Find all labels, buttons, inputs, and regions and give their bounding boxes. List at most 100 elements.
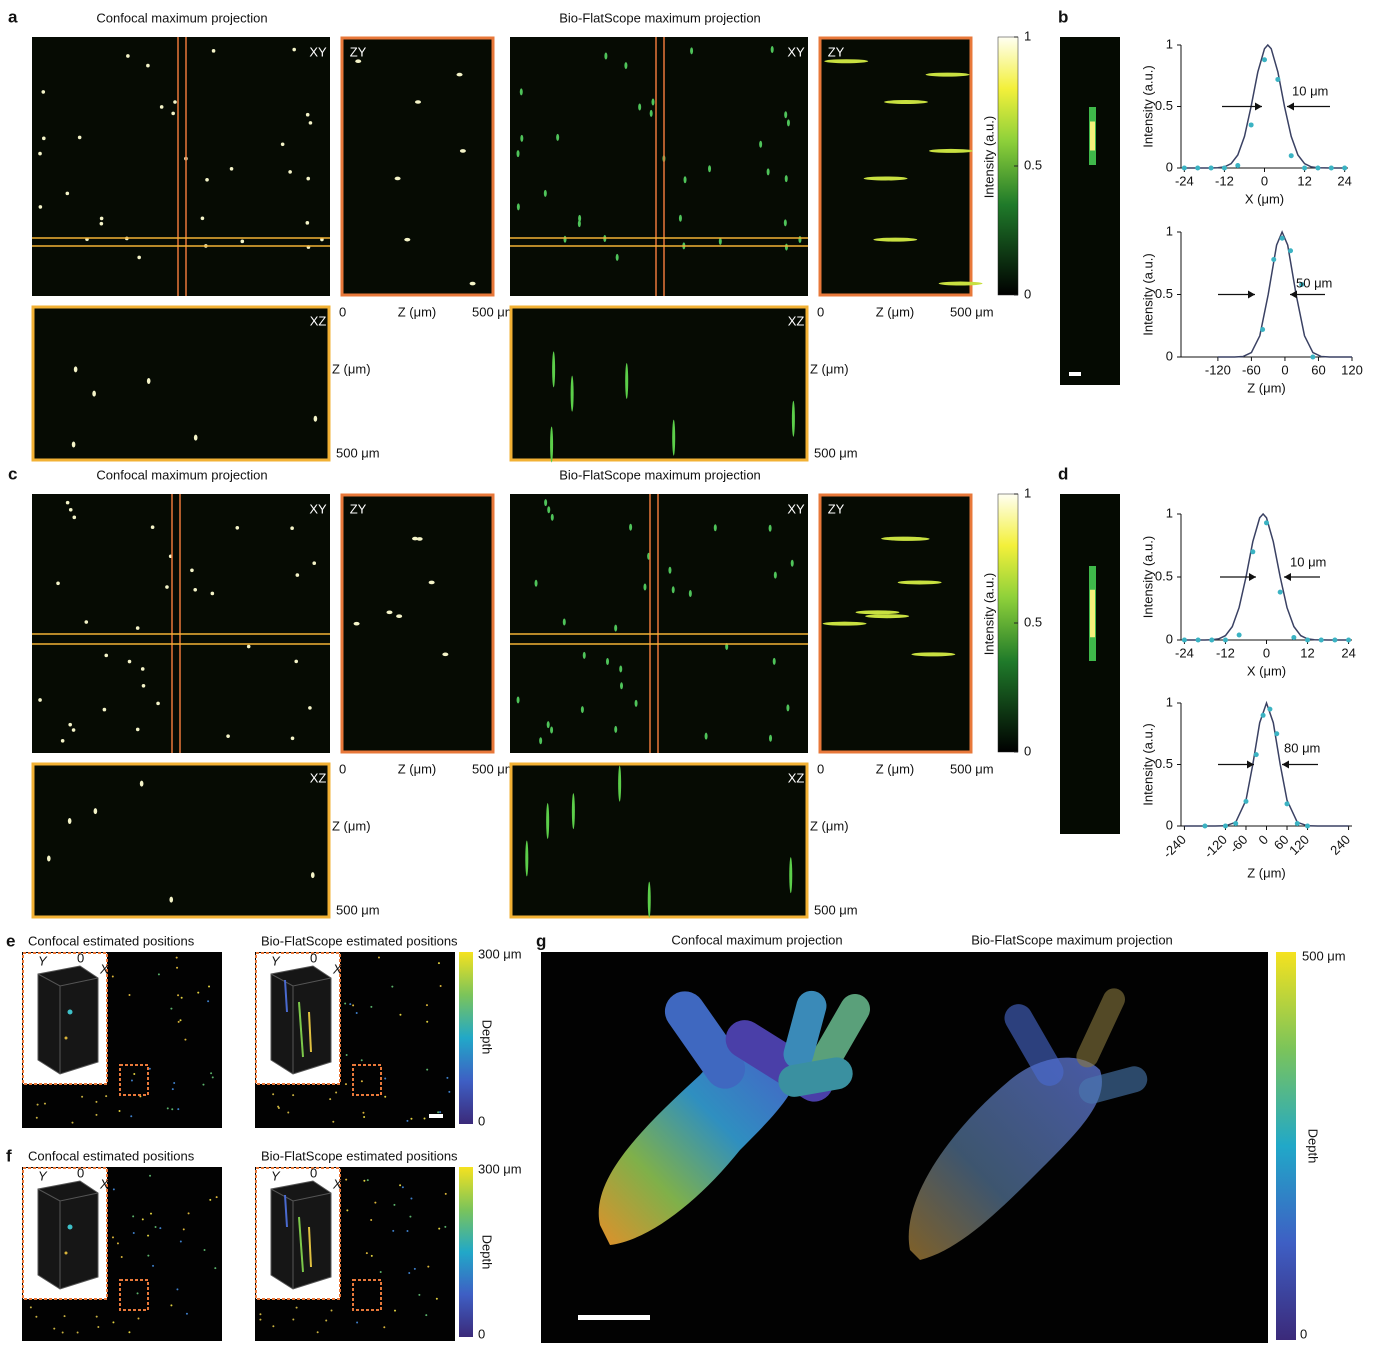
bead — [142, 684, 146, 688]
position-dot — [363, 1116, 365, 1118]
position-dot — [197, 992, 199, 994]
position-dot — [105, 1095, 107, 1097]
position-dot — [426, 1069, 428, 1071]
bead — [705, 733, 708, 740]
fit-curve — [1184, 514, 1348, 640]
y-tick-label: 0.5 — [1155, 98, 1173, 113]
bead — [294, 660, 298, 664]
bead — [771, 46, 774, 53]
position-dot — [44, 1103, 46, 1105]
panel-title: Bio-FlatScope estimated positions — [261, 933, 458, 948]
scale-bar — [1069, 372, 1081, 376]
data-point — [1209, 638, 1214, 643]
position-dot — [410, 1118, 412, 1120]
arrow-head — [1249, 573, 1256, 581]
position-dot — [113, 1188, 115, 1190]
position-dot — [188, 1212, 190, 1214]
inset-dot — [68, 1010, 73, 1015]
position-dot — [133, 1232, 135, 1234]
position-dot — [137, 1292, 139, 1294]
position-dot — [178, 1021, 180, 1023]
colorbar-label: Depth — [480, 1235, 495, 1270]
position-dot — [128, 994, 130, 996]
bead — [151, 525, 155, 529]
position-dot — [170, 1304, 172, 1306]
axis-label: Z (μm) — [332, 361, 371, 376]
bead-zy — [417, 537, 423, 541]
bead-zy — [824, 59, 868, 63]
y-axis-label: Intensity (a.u.) — [1140, 536, 1155, 618]
y-tick-label: 1 — [1166, 694, 1173, 709]
x-tick-label: -60 — [1242, 362, 1261, 377]
position-dot — [119, 1110, 121, 1112]
y-tick-label: 0 — [1166, 348, 1173, 363]
bead — [104, 654, 108, 658]
position-dot — [352, 1004, 354, 1006]
position-dot — [410, 1197, 412, 1199]
position-dot — [296, 1307, 298, 1309]
data-point — [1271, 257, 1276, 262]
axis-label: Z (μm) — [876, 761, 915, 776]
panel-label: e — [6, 931, 15, 950]
data-point — [1264, 520, 1269, 525]
inset-dot — [68, 1225, 73, 1230]
position-dot — [95, 1114, 97, 1116]
view-label: XY — [309, 44, 327, 59]
position-dot — [362, 1112, 364, 1114]
zy-image — [342, 495, 493, 752]
position-dot — [130, 1115, 132, 1117]
position-dot — [128, 1331, 130, 1333]
data-point — [1222, 166, 1227, 171]
zy-image — [342, 38, 493, 295]
position-dot — [36, 1117, 38, 1119]
data-point — [1209, 166, 1214, 171]
bead — [160, 105, 164, 109]
position-dot — [384, 1077, 386, 1079]
data-point — [1243, 799, 1248, 804]
axis-label: Z (μm) — [876, 304, 915, 319]
bead-zy — [865, 614, 909, 618]
data-point — [1235, 163, 1240, 168]
bead — [56, 581, 60, 585]
position-dot — [155, 1226, 157, 1228]
position-dot — [361, 1080, 363, 1082]
position-dot — [349, 1003, 351, 1005]
position-dot — [272, 1325, 274, 1327]
position-dot — [112, 1236, 114, 1238]
position-dot — [346, 1054, 348, 1056]
bead — [66, 501, 70, 505]
colorbar-tick-label: 0 — [1024, 286, 1031, 301]
scale-bar — [429, 1114, 443, 1118]
data-point — [1254, 752, 1259, 757]
inset-axis: X — [99, 1176, 110, 1191]
bead — [312, 561, 316, 565]
position-dot — [53, 1328, 55, 1330]
x-tick-label: -60 — [1227, 832, 1251, 856]
data-point — [1305, 824, 1310, 829]
bead-xz — [68, 818, 72, 824]
bead-zy — [404, 238, 410, 242]
position-dot — [402, 1186, 404, 1188]
position-dot — [292, 1094, 294, 1096]
data-point — [1249, 122, 1254, 127]
inset-axis: Y — [271, 953, 281, 968]
bead-zy — [886, 537, 930, 541]
bead — [689, 590, 692, 597]
x-tick-label: -120 — [1205, 362, 1231, 377]
colorbar-tick-label: 0.5 — [1024, 614, 1042, 629]
xy-image — [32, 494, 330, 753]
colorbar-bottom: 0 — [478, 1113, 485, 1128]
bead — [517, 150, 520, 157]
bead-zy — [354, 622, 360, 626]
y-tick-label: 1 — [1166, 223, 1173, 238]
position-dot — [448, 1091, 450, 1093]
bead — [235, 526, 239, 530]
axis-end: 500 μm — [336, 902, 380, 917]
position-dot — [158, 973, 160, 975]
position-dot — [418, 1294, 420, 1296]
bead — [563, 619, 566, 626]
position-dot — [439, 1111, 441, 1113]
bead — [520, 135, 523, 142]
position-dot — [142, 1218, 144, 1220]
fwhm-label: 10 μm — [1292, 83, 1328, 98]
